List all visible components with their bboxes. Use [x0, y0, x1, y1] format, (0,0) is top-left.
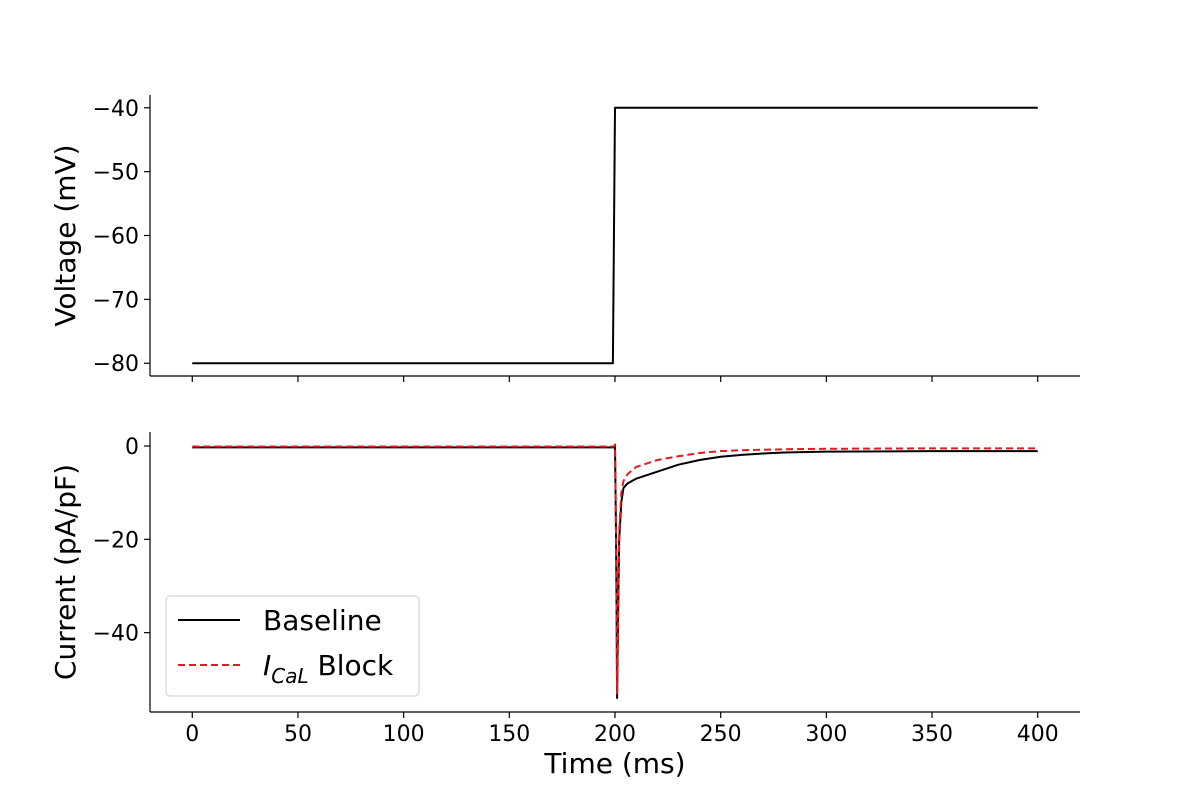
current-x-tick-label: 0: [185, 722, 199, 747]
current-y-tick-label: 0: [125, 435, 139, 460]
voltage-y-tick-label: −80: [93, 352, 139, 377]
current-x-tick-label: 350: [911, 722, 953, 747]
current-series: [192, 443, 1038, 699]
current-x-tick-label: 100: [383, 722, 425, 747]
legend-block-label-rest: Block: [309, 649, 394, 682]
current-series-line-0: [192, 443, 1038, 699]
current-y-ticks: −40 −20 0: [93, 435, 150, 647]
voltage-y-tick-label: −50: [93, 161, 139, 186]
current-x-ticks: 0 50 100 150 200 250 300 350 400: [185, 712, 1059, 747]
voltage-y-ticks: −80 −70 −60 −50 −40: [93, 97, 150, 377]
current-y-tick-label: −20: [93, 528, 139, 553]
current-x-tick-label: 400: [1017, 722, 1059, 747]
legend-block-label-sub: CaL: [271, 664, 308, 688]
current-x-tick-label: 150: [488, 722, 530, 747]
legend-block-label: ICaL Block: [263, 649, 394, 688]
voltage-panel: −80 −70 −60 −50 −40 Voltage (mV): [49, 95, 1080, 382]
legend-baseline-label: Baseline: [263, 604, 382, 637]
x-axis-label: Time (ms): [543, 747, 685, 780]
voltage-y-tick-label: −70: [93, 288, 139, 313]
current-panel: −40 −20 0 0 50 100 150 200 250 300 350 400 Current…: [49, 432, 1080, 780]
voltage-y-axis-label: Voltage (mV): [49, 144, 82, 326]
current-x-tick-label: 50: [284, 722, 312, 747]
voltage-series-line-0: [192, 106, 1038, 365]
voltage-y-tick-label: −60: [93, 225, 139, 250]
current-x-tick-label: 200: [594, 722, 636, 747]
current-x-tick-label: 300: [805, 722, 847, 747]
legend: Baseline ICaL Block: [165, 595, 420, 697]
current-x-tick-label: 250: [700, 722, 742, 747]
current-y-axis-label: Current (pA/pF): [49, 464, 82, 680]
voltage-series: [192, 106, 1038, 365]
voltage-y-tick-label: −40: [93, 97, 139, 122]
current-y-tick-label: −40: [93, 622, 139, 647]
voltage-x-ticks: [191, 376, 1039, 382]
current-series-line-1: [192, 443, 1038, 695]
legend-block-label-main: I: [263, 649, 271, 682]
